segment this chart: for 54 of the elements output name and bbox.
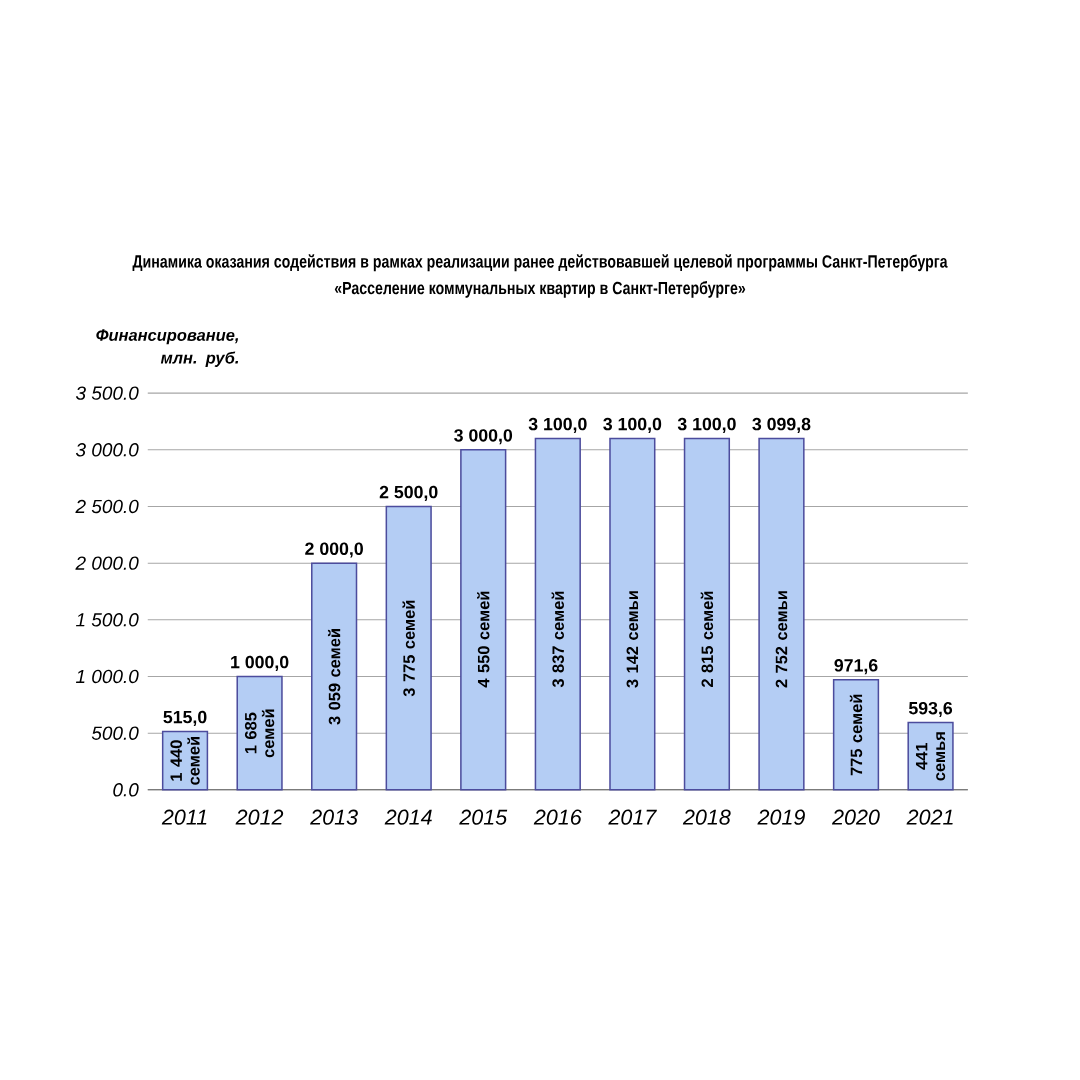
data-label: 1 000,0 bbox=[231, 655, 289, 671]
bar bbox=[758, 437, 805, 791]
data-label: 593,6 bbox=[908, 701, 953, 717]
data-label: 515,0 bbox=[163, 710, 207, 726]
x-tick-label: 2011 bbox=[161, 809, 207, 825]
y-tick-label: 0.0 bbox=[113, 783, 139, 797]
bar bbox=[609, 437, 656, 791]
bar bbox=[385, 505, 432, 791]
x-tick-label: 2020 bbox=[831, 809, 880, 825]
data-label: 971,6 bbox=[834, 659, 878, 675]
annotation: 3 837 семей bbox=[551, 591, 565, 688]
annotation: 441 семья bbox=[915, 732, 946, 781]
y-tick-label: 1 000.0 bbox=[75, 669, 139, 684]
annotation: 3 142 семьи bbox=[626, 591, 639, 688]
chart-title: Динамика оказания содействия в рамках реализации ранее действовавшей целевой программы Санкт-Петербурга bbox=[132, 254, 948, 272]
bar bbox=[832, 678, 880, 791]
data-label: 2 000,0 bbox=[305, 542, 363, 558]
bar bbox=[236, 675, 283, 791]
data-label: 3 099,8 bbox=[752, 417, 811, 433]
bar bbox=[534, 437, 581, 791]
x-tick-label: 2012 bbox=[235, 809, 284, 825]
data-label: 3 100,0 bbox=[677, 417, 736, 433]
y-tick-label: 2 000.0 bbox=[75, 556, 139, 570]
x-tick-label: 2014 bbox=[384, 809, 432, 825]
y-tick-label: 3 000.0 bbox=[75, 443, 139, 457]
x-tick-label: 2018 bbox=[682, 809, 731, 825]
annotation: 4 550 семей bbox=[477, 591, 490, 688]
x-tick-label: 2015 bbox=[459, 809, 508, 825]
x-tick-label: 2021 bbox=[906, 809, 953, 825]
data-label: 2 500,0 bbox=[379, 485, 438, 501]
annotation: 2 815 семей bbox=[700, 591, 714, 688]
bar bbox=[683, 437, 731, 791]
x-tick-label: 2013 bbox=[310, 809, 358, 825]
annotation: 775 семей bbox=[849, 694, 863, 776]
annotation: 2 752 семьи bbox=[775, 591, 788, 688]
x-tick-label: 2017 bbox=[608, 809, 657, 825]
bar bbox=[460, 449, 507, 791]
y-tick-label: 500.0 bbox=[91, 726, 139, 740]
y-axis-title: Финансирование, млн. руб. bbox=[96, 329, 239, 367]
x-tick-label: 2016 bbox=[533, 809, 582, 825]
annotation: 1 685 семей bbox=[244, 709, 275, 758]
data-label: 3 100,0 bbox=[528, 417, 587, 433]
annotation: 3 059 семей bbox=[327, 629, 341, 725]
bar bbox=[907, 721, 954, 791]
y-tick-label: 2 500.0 bbox=[75, 499, 139, 514]
annotation: 3 775 семей bbox=[402, 600, 415, 697]
x-tick-label: 2019 bbox=[757, 809, 805, 825]
y-tick-label: 3 500.0 bbox=[75, 386, 139, 400]
annotation: 1 440 семей bbox=[170, 737, 200, 785]
data-label: 3 000,0 bbox=[454, 429, 513, 445]
bar bbox=[311, 562, 358, 791]
data-label: 3 100,0 bbox=[603, 417, 662, 433]
chart-subtitle: «Расселение коммунальных квартир в Санкт-Петербурге» bbox=[334, 281, 746, 298]
y-tick-label: 1 500.0 bbox=[75, 613, 139, 627]
